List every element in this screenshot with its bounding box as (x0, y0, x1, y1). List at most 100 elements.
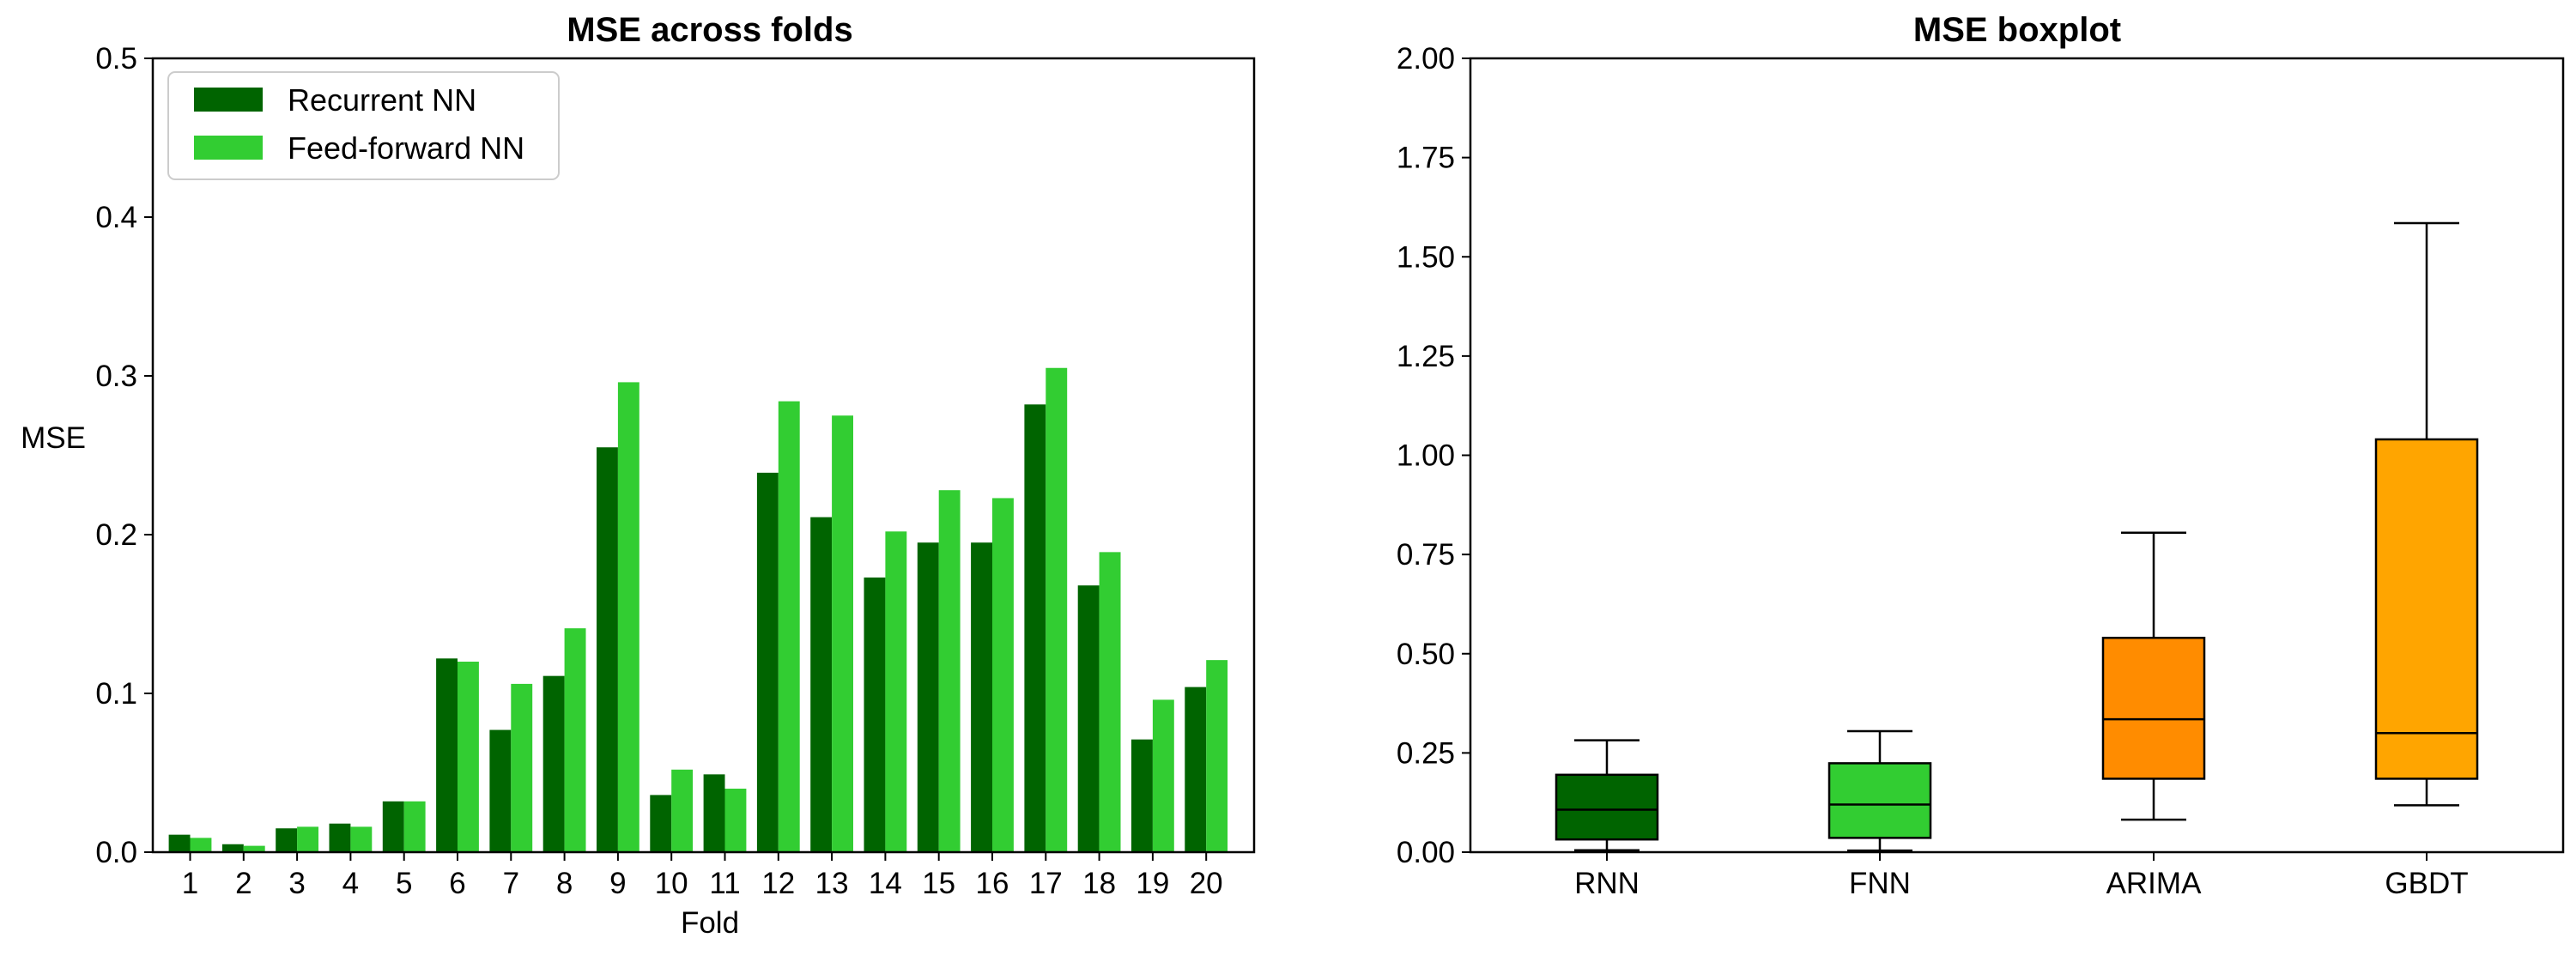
x-tick-label: RNN (1574, 867, 1640, 900)
y-tick-label: 0.3 (95, 360, 137, 393)
y-tick-label: 1.75 (1397, 142, 1455, 175)
y-tick-label: 0.25 (1397, 736, 1455, 770)
bar-recurrent-nn-fold-15 (917, 542, 939, 852)
bar-feed-forward-nn-fold-3 (297, 826, 318, 852)
bar-recurrent-nn-fold-16 (971, 542, 992, 852)
x-tick-label: 15 (922, 867, 955, 900)
bar-feed-forward-nn-fold-17 (1046, 367, 1068, 852)
box-marks (1555, 221, 2479, 852)
x-tick-label: GBDT (2385, 867, 2468, 900)
x-tick-label: 4 (342, 867, 359, 900)
bar-x-axis-label: Fold (681, 906, 739, 940)
bar-recurrent-nn-fold-5 (382, 801, 404, 852)
bar-recurrent-nn-fold-7 (489, 729, 512, 852)
bar-feed-forward-nn-fold-2 (243, 845, 265, 852)
bar-feed-forward-nn-fold-1 (190, 838, 212, 852)
bar-feed-forward-nn-fold-20 (1206, 660, 1228, 852)
bar-feed-forward-nn-fold-14 (885, 531, 907, 852)
bar-feed-forward-nn-fold-9 (617, 382, 639, 852)
bar-feed-forward-nn-fold-11 (724, 789, 747, 852)
x-tick-label: 13 (815, 867, 849, 900)
bar-recurrent-nn-fold-1 (168, 834, 191, 852)
bar-feed-forward-nn-fold-13 (832, 415, 853, 852)
bar-marks (168, 367, 1228, 853)
box-gbdt (2374, 221, 2479, 807)
bar-recurrent-nn-fold-2 (221, 844, 244, 852)
bar-feed-forward-nn-fold-10 (671, 769, 694, 852)
box-plot-frame (1469, 57, 2565, 854)
x-tick-label: 12 (761, 867, 795, 900)
bar-y-axis: 0.0 0.1 0.2 0.3 0.4 0.5 (95, 42, 153, 869)
x-tick-label: 3 (288, 867, 305, 900)
box-iqr (1555, 773, 1659, 841)
box-iqr (2374, 438, 2479, 780)
box-rnn (1555, 739, 1659, 851)
x-tick-label: 7 (503, 867, 519, 900)
bar-feed-forward-nn-fold-15 (938, 490, 961, 852)
box-y-axis: 0.00 0.25 0.50 0.75 1.00 1.25 1.50 1.75 2.00 (1397, 42, 1470, 869)
box-chart-title: MSE boxplot (1913, 11, 2121, 49)
y-tick-label: 0.75 (1397, 538, 1455, 572)
y-tick-label: 1.25 (1397, 340, 1455, 373)
bar-recurrent-nn-fold-19 (1131, 739, 1153, 852)
x-tick-label: 9 (609, 867, 626, 900)
bar-feed-forward-nn-fold-7 (511, 683, 533, 852)
legend-swatch-recurrent-nn (194, 88, 263, 112)
y-tick-label: 0.00 (1397, 836, 1455, 869)
x-tick-label: 20 (1190, 867, 1223, 900)
bar-feed-forward-nn-fold-4 (350, 826, 373, 852)
bar-recurrent-nn-fold-18 (1077, 585, 1100, 852)
bar-recurrent-nn-fold-6 (436, 658, 458, 852)
bar-recurrent-nn-fold-10 (650, 795, 672, 852)
y-tick-label: 0.50 (1397, 638, 1455, 671)
box-arima (2101, 531, 2206, 821)
bar-feed-forward-nn-fold-18 (1099, 552, 1121, 852)
y-tick-label: 0.0 (95, 836, 137, 869)
x-tick-label: 19 (1136, 867, 1169, 900)
bar-feed-forward-nn-fold-12 (778, 401, 800, 853)
y-tick-label: 2.00 (1397, 42, 1455, 76)
y-tick-label: 0.2 (95, 518, 137, 552)
x-tick-label: 1 (182, 867, 198, 900)
box-x-axis: RNN FNN ARIMA GBDT (1574, 852, 2469, 900)
bar-recurrent-nn-fold-11 (703, 774, 725, 852)
x-tick-label: FNN (1849, 867, 1911, 900)
bar-feed-forward-nn-fold-19 (1152, 699, 1174, 852)
bar-recurrent-nn-fold-17 (1024, 404, 1046, 852)
bar-feed-forward-nn-fold-16 (992, 498, 1014, 852)
box-iqr (2101, 637, 2206, 780)
x-tick-label: 17 (1029, 867, 1063, 900)
x-tick-label: 8 (556, 867, 573, 900)
bar-recurrent-nn-fold-13 (810, 517, 833, 852)
x-tick-label: 5 (396, 867, 412, 900)
y-tick-label: 1.50 (1397, 240, 1455, 274)
bar-recurrent-nn-fold-8 (542, 675, 565, 852)
bar-plot-frame (151, 57, 1256, 854)
bar-recurrent-nn-fold-20 (1185, 687, 1207, 852)
bar-legend: Recurrent NN Feed-forward NN (167, 71, 560, 180)
x-tick-label: 2 (235, 867, 252, 900)
bar-recurrent-nn-fold-4 (329, 823, 351, 852)
bar-y-axis-label: MSE (21, 421, 86, 455)
y-tick-label: 0.4 (95, 201, 137, 234)
bar-feed-forward-nn-fold-6 (458, 662, 479, 852)
bar-recurrent-nn-fold-14 (864, 577, 886, 852)
legend-label-recurrent-nn: Recurrent NN (288, 82, 476, 118)
bar-x-axis: 1 2 3 4 5 6 7 8 9 10 11 12 13 14 15 16 17 18 19 20 (182, 852, 1223, 900)
y-tick-label: 1.00 (1397, 439, 1455, 473)
bar-recurrent-nn-fold-3 (276, 828, 298, 852)
bar-feed-forward-nn-fold-5 (403, 801, 426, 852)
legend-label-feed-forward-nn: Feed-forward NN (288, 130, 524, 166)
x-tick-label: 10 (655, 867, 688, 900)
y-tick-label: 0.5 (95, 42, 137, 76)
bar-chart-title: MSE across folds (567, 11, 852, 49)
box-iqr (1827, 762, 1932, 839)
x-tick-label: 11 (709, 867, 740, 900)
box-fnn (1827, 729, 1932, 852)
x-tick-label: 6 (449, 867, 465, 900)
box-chart: MSE boxplot 0.00 0.25 0.50 0.75 1.00 1.25 1.50… (1397, 11, 2565, 900)
x-tick-label: 14 (869, 867, 902, 900)
bar-recurrent-nn-fold-9 (597, 447, 618, 852)
